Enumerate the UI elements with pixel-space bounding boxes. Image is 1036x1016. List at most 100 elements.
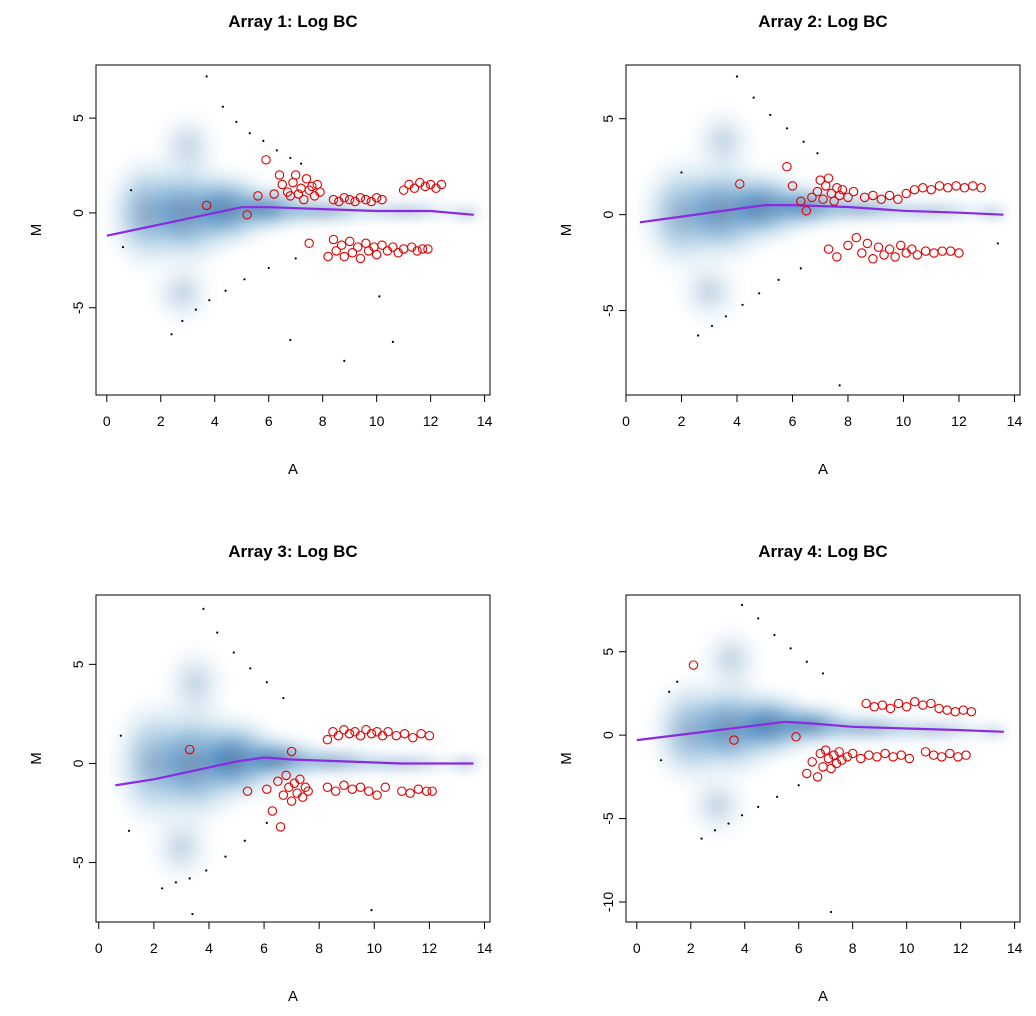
spike-in-point — [823, 753, 834, 764]
outlier-point — [249, 667, 252, 670]
spike-in-point — [831, 758, 842, 769]
spike-in-point — [299, 194, 309, 205]
y-tick-label: 0 — [600, 731, 616, 739]
outlier-point — [757, 805, 760, 808]
plot-frame — [625, 64, 1021, 396]
spike-in-point — [307, 181, 317, 192]
x-tick-label: 2 — [678, 413, 686, 429]
outlier-point — [741, 303, 744, 306]
spike-in-point — [417, 244, 428, 254]
spike-in-point — [427, 786, 437, 796]
spike-in-point — [926, 698, 936, 709]
spike-in-point — [953, 752, 963, 762]
x-axis-label: A — [288, 461, 298, 478]
spike-in-point — [904, 753, 915, 764]
spike-in-point — [436, 179, 447, 190]
spike-in-point — [958, 705, 969, 715]
spike-in-point — [297, 792, 308, 802]
spike-in-point — [823, 173, 834, 183]
panel-3: 0 2 4 6 8 10 12 14 -5 0 5 A M Array 3: Log BC — [28, 542, 492, 1005]
spike-in-point — [888, 752, 898, 762]
spike-in-point — [884, 244, 895, 254]
x-tick-label: 10 — [369, 413, 385, 429]
x-tick-label: 12 — [953, 940, 969, 956]
spike-in-point — [322, 734, 333, 745]
outlier-point — [378, 295, 381, 298]
density-blob — [670, 251, 749, 332]
loess-curve — [636, 720, 1004, 742]
outlier-point — [838, 384, 841, 387]
spike-in-point — [890, 252, 900, 262]
spike-in-point — [323, 251, 333, 262]
spike-in-point — [815, 748, 826, 759]
spike-in-point — [347, 248, 358, 258]
outlier-point — [294, 257, 297, 260]
spike-in-point — [829, 750, 839, 760]
outlier-point — [267, 266, 270, 270]
x-tick-label: 2 — [157, 413, 165, 429]
spike-in-point — [843, 192, 853, 203]
outlier-point — [119, 734, 122, 737]
outlier-point — [161, 887, 164, 890]
chart-title: Array 4: Log BC — [758, 542, 887, 561]
x-tick-label: 2 — [687, 940, 695, 956]
density-cloud — [103, 637, 489, 892]
spike-in-point — [391, 730, 402, 741]
outlier-point — [262, 139, 265, 142]
spike-in-point — [380, 782, 391, 792]
spike-in-point — [353, 242, 363, 252]
spike-in-point — [277, 179, 287, 190]
spike-in-point — [857, 248, 867, 258]
density-cloud — [641, 618, 1016, 845]
spike-in-point — [893, 194, 903, 205]
y-tick-label: 0 — [70, 209, 86, 217]
spike-in-point — [322, 782, 333, 792]
spike-in-point — [968, 181, 978, 191]
spike-in-point — [796, 196, 806, 206]
chart-title: Array 2: Log BC — [758, 12, 887, 31]
outlier-point — [129, 189, 133, 192]
panel-4: 0 2 4 6 8 10 12 14 -10 -5 0 5 A M Array 4: Log BC — [558, 542, 1023, 1005]
spike-in-point — [848, 186, 859, 197]
spike-in-point — [901, 188, 911, 199]
spike-in-point — [303, 786, 313, 796]
density-blob — [968, 204, 1016, 221]
spike-in-point — [366, 728, 377, 739]
spike-in-point — [945, 246, 956, 256]
spike-in-point — [339, 251, 350, 262]
spike-in-point — [361, 194, 371, 205]
density-cloud — [98, 104, 489, 333]
outlier-point — [275, 149, 278, 152]
spike-in-point — [355, 193, 366, 203]
spike-in-point — [872, 752, 882, 762]
spike-in-point — [262, 784, 272, 794]
spike-in-point — [843, 240, 853, 251]
spike-in-point — [355, 782, 366, 792]
y-tick-label: 5 — [70, 660, 86, 668]
x-tick-label: 12 — [951, 413, 967, 429]
outlier-point — [676, 680, 679, 683]
spike-in-point — [864, 750, 874, 760]
spike-in-point — [851, 232, 862, 243]
spike-in-point — [869, 702, 880, 712]
spike-in-point — [408, 732, 418, 743]
outlier-point — [710, 324, 714, 328]
spike-in-point — [885, 703, 896, 714]
spike-in-point — [951, 181, 961, 191]
outlier-point — [727, 822, 730, 825]
spike-in-point — [834, 747, 844, 757]
spike-in-point — [920, 747, 931, 757]
spike-in-point — [801, 206, 812, 216]
spike-in-point — [929, 248, 939, 258]
x-tick-label: 8 — [849, 940, 857, 956]
spike-in-point — [847, 748, 858, 759]
spike-in-point — [290, 170, 301, 180]
spike-in-point — [420, 181, 430, 192]
spike-in-point — [339, 193, 350, 203]
x-tick-label: 12 — [422, 940, 438, 956]
spike-in-point — [344, 236, 355, 247]
outlier-point — [265, 821, 268, 825]
spike-in-point — [371, 249, 382, 260]
outlier-point — [208, 299, 211, 302]
